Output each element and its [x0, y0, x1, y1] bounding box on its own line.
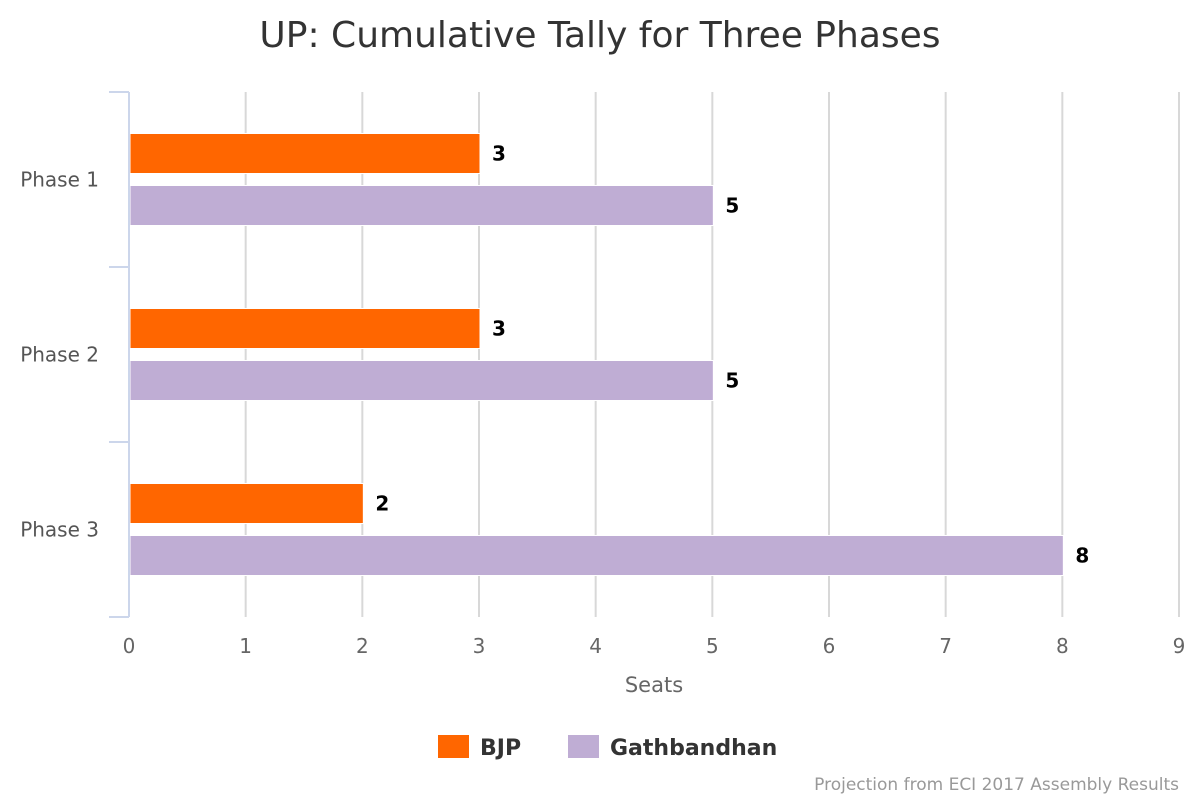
bar[interactable] — [129, 185, 714, 226]
credits: Projection from ECI 2017 Assembly Result… — [814, 775, 1179, 795]
x-tick-label: 9 — [1173, 634, 1186, 658]
value-axis-ticks: 0 1 2 3 4 5 6 7 8 9 — [123, 634, 1186, 658]
category-axis: Phase 1 Phase 2 Phase 3 — [20, 91, 130, 618]
legend-swatch — [438, 735, 469, 758]
data-label: 5 — [725, 369, 739, 393]
x-axis-title: Seats — [625, 673, 683, 697]
data-label: 8 — [1075, 544, 1089, 568]
x-tick-label: 6 — [823, 634, 836, 658]
data-label: 3 — [492, 317, 506, 341]
bar[interactable] — [129, 133, 481, 174]
x-tick-label: 1 — [239, 634, 252, 658]
bar[interactable] — [129, 308, 481, 349]
x-tick-label: 3 — [473, 634, 486, 658]
category-label: Phase 3 — [20, 518, 99, 542]
x-tick-label: 0 — [123, 634, 136, 658]
category-label: Phase 2 — [20, 343, 99, 367]
bar[interactable] — [129, 535, 1064, 576]
legend-swatch — [568, 735, 599, 758]
bars: 3 5 3 5 2 8 — [129, 133, 1089, 576]
category-label: Phase 1 — [20, 168, 99, 192]
x-tick-label: 5 — [706, 634, 719, 658]
bar[interactable] — [129, 360, 714, 401]
data-label: 2 — [375, 492, 389, 516]
x-tick-label: 8 — [1056, 634, 1069, 658]
x-tick-label: 4 — [589, 634, 602, 658]
grid — [244, 92, 1180, 617]
x-tick-label: 2 — [356, 634, 369, 658]
legend-label[interactable]: Gathbandhan — [610, 736, 777, 761]
x-tick-label: 7 — [939, 634, 952, 658]
data-label: 3 — [492, 142, 506, 166]
data-label: 5 — [725, 194, 739, 218]
legend-label[interactable]: BJP — [480, 736, 521, 761]
bar[interactable] — [129, 483, 364, 524]
legend: BJP Gathbandhan — [438, 735, 777, 761]
chart-title: UP: Cumulative Tally for Three Phases — [259, 15, 940, 56]
